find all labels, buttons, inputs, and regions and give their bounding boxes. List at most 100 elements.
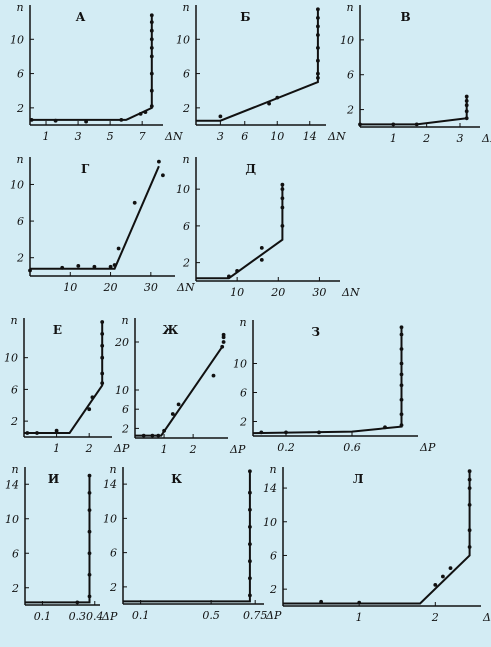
panel-title: Д xyxy=(245,162,256,176)
data-point xyxy=(149,46,154,50)
fit-line xyxy=(196,184,284,280)
y-tick-label: 6 xyxy=(12,547,19,560)
y-tick-label: 6 xyxy=(122,403,129,416)
data-point xyxy=(132,200,137,205)
data-point xyxy=(467,503,472,507)
panel-title: Е xyxy=(53,323,62,337)
data-point xyxy=(87,551,92,556)
y-tick-label: 2 xyxy=(182,257,190,270)
x-axis-label: ΔP xyxy=(113,442,130,455)
data-point xyxy=(316,76,320,80)
data-point xyxy=(143,110,148,114)
data-point xyxy=(319,599,323,604)
y-tick-label: 10 xyxy=(233,358,247,371)
data-point xyxy=(221,340,226,344)
panel-e: 1 2 2 6 10 n ΔP Е xyxy=(4,314,130,455)
data-point xyxy=(399,372,404,377)
panel-title: З xyxy=(311,325,320,339)
data-point xyxy=(467,528,472,533)
data-point xyxy=(100,343,105,348)
panel-title: В xyxy=(401,10,411,24)
y-tick-label: 6 xyxy=(17,68,24,81)
x-tick-label: 10 xyxy=(230,286,244,299)
data-point xyxy=(464,116,469,121)
data-point xyxy=(161,173,165,178)
data-point xyxy=(248,593,252,598)
data-point xyxy=(156,433,161,438)
panel-title: Ж xyxy=(162,323,178,337)
fit-line xyxy=(283,471,471,605)
x-tick-label: 1 xyxy=(43,130,50,143)
data-point xyxy=(467,469,472,474)
x-tick-label: 0.3 xyxy=(69,610,87,623)
x-tick-label: 0.1 xyxy=(34,610,52,623)
data-point xyxy=(248,469,252,474)
x-tick-label: 0.75 xyxy=(243,609,268,622)
data-point xyxy=(280,224,285,228)
x-axis-label: ΔP xyxy=(265,609,282,622)
x-tick-label: 20 xyxy=(270,286,285,299)
y-tick-label: 6 xyxy=(17,215,24,228)
x-tick-label: 0.6 xyxy=(343,441,361,454)
data-point xyxy=(248,507,252,512)
data-point xyxy=(248,525,252,529)
data-point xyxy=(414,122,419,127)
data-point xyxy=(259,246,264,250)
x-axis-label: ΔN xyxy=(327,130,346,143)
y-tick-label: 10 xyxy=(340,34,354,47)
x-tick-label: 0.2 xyxy=(277,441,295,454)
panel-b: 3 6 10 14 2 6 10 n ΔN Б xyxy=(176,1,346,143)
data-point xyxy=(220,344,225,349)
data-point xyxy=(149,104,154,108)
x-axis-label: ΔN xyxy=(341,286,360,299)
data-point xyxy=(162,428,167,433)
fit-line xyxy=(196,9,319,122)
y-tick-label: 10 xyxy=(115,384,129,397)
data-point xyxy=(76,264,81,268)
data-point xyxy=(441,574,445,579)
x-axis-label: ΔP xyxy=(101,610,118,623)
data-point xyxy=(60,265,65,270)
data-point xyxy=(29,118,34,122)
x-tick-label: 0.4 xyxy=(86,610,104,623)
data-point xyxy=(75,600,80,605)
panel-z: 0.2 0.6 2 6 10 n ΔP З xyxy=(233,316,436,454)
data-point xyxy=(92,264,97,269)
data-point xyxy=(399,423,404,427)
x-tick-label: 0.1 xyxy=(132,609,150,622)
y-tick-label: 10 xyxy=(10,178,24,191)
x-tick-label: 3 xyxy=(457,132,464,145)
data-point xyxy=(399,383,404,388)
data-point xyxy=(90,395,95,400)
data-point xyxy=(399,325,404,330)
data-point xyxy=(108,264,113,269)
y-tick-label: 6 xyxy=(270,549,277,562)
data-point xyxy=(141,433,146,438)
y-tick-label: 6 xyxy=(11,383,18,396)
data-point xyxy=(87,594,92,599)
data-point xyxy=(448,566,453,570)
data-point xyxy=(248,542,252,546)
data-point xyxy=(464,103,469,108)
x-axis-label: ΔP xyxy=(229,443,246,456)
y-tick-label: 2 xyxy=(121,422,129,435)
y-axis-label: n xyxy=(239,316,246,329)
x-tick-label: 30 xyxy=(144,281,158,294)
y-axis-label: n xyxy=(10,314,17,327)
x-tick-label: 1 xyxy=(356,611,363,624)
panel-title: Л xyxy=(353,472,364,486)
x-tick-label: 1 xyxy=(390,132,397,145)
x-tick-label: 30 xyxy=(312,286,326,299)
data-point xyxy=(150,433,155,438)
panel-title: А xyxy=(76,10,86,24)
data-point xyxy=(358,122,362,127)
data-point xyxy=(433,583,438,587)
x-axis-label: ΔP xyxy=(419,441,436,454)
y-tick-label: 2 xyxy=(269,583,277,596)
y-tick-label: 2 xyxy=(11,582,19,595)
data-point xyxy=(316,33,320,37)
y-tick-label: 2 xyxy=(239,416,247,429)
data-point xyxy=(87,491,92,495)
panel-a: 1 3 5 7 2 6 10 n ΔN А xyxy=(10,1,183,143)
